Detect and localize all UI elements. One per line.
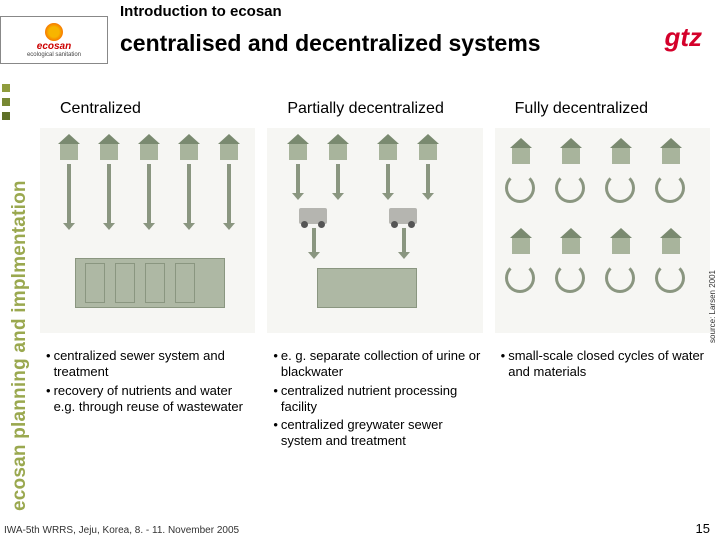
source-citation: source: Larsen 2001	[708, 270, 717, 343]
content-area: Centralized •centralized sewer syste	[40, 100, 710, 452]
sidebar-vertical-text: ecosan planning and implmentation	[9, 81, 31, 511]
bullet-item: •centralized sewer system and treatment	[46, 348, 255, 381]
bullet-list: •e. g. separate collection of urine or b…	[267, 348, 482, 450]
column-fully: Fully decentralized source: Larsen 2	[495, 100, 710, 452]
column-partial: Partially decentralized •e. g. separate …	[267, 100, 482, 452]
diagram-partial	[267, 128, 482, 333]
bullet-item: •small-scale closed cycles of water and …	[501, 348, 710, 381]
bullet-item: •centralized greywater sewer system and …	[273, 417, 482, 450]
column-heading: Centralized	[40, 100, 255, 118]
logo-text: ecosan	[37, 41, 71, 52]
sun-icon	[45, 23, 63, 41]
bullet-list: •small-scale closed cycles of water and …	[495, 348, 710, 381]
gtz-logo: gtz	[664, 22, 702, 53]
footer-text: IWA-5th WRRS, Jeju, Korea, 8. - 11. Nove…	[4, 525, 239, 536]
bullet-item: •recovery of nutrients and water e.g. th…	[46, 383, 255, 416]
slide-title: centralised and decentralized systems	[120, 30, 541, 57]
column-centralized: Centralized •centralized sewer syste	[40, 100, 255, 452]
page-number: 15	[696, 521, 710, 536]
column-heading: Fully decentralized	[495, 100, 710, 118]
column-heading: Partially decentralized	[267, 100, 482, 118]
logo-ecosan: ecosan ecological sanitation	[0, 16, 108, 64]
diagram-centralized	[40, 128, 255, 333]
logo-subtitle: ecological sanitation	[27, 52, 81, 58]
diagram-fully	[495, 128, 710, 333]
bullet-item: •centralized nutrient processing facilit…	[273, 383, 482, 416]
square-icon	[2, 70, 10, 78]
bullet-list: •centralized sewer system and treatment …	[40, 348, 255, 415]
header-bar: Introduction to ecosan	[0, 0, 720, 23]
bullet-item: •e. g. separate collection of urine or b…	[273, 348, 482, 381]
